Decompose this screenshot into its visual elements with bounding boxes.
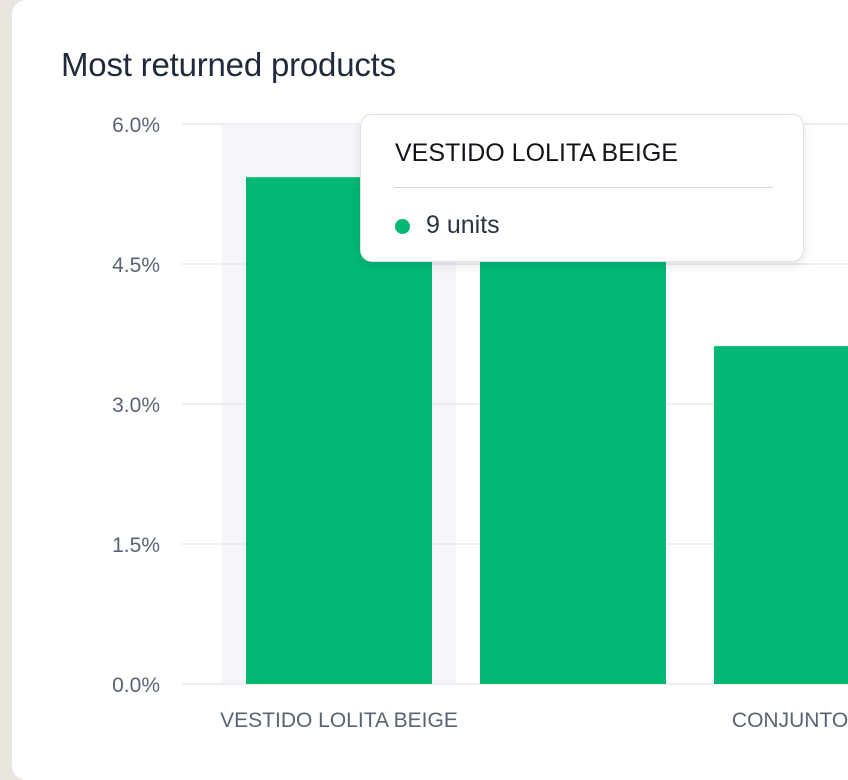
chart-tooltip: VESTIDO LOLITA BEIGE 9 units	[360, 114, 804, 262]
y-tick-label: 1.5%	[112, 534, 160, 557]
series-dot-icon	[395, 219, 410, 234]
y-tick-label: 0.0%	[112, 674, 160, 697]
x-tick-label: CONJUNTO BA	[732, 709, 848, 732]
bar	[714, 346, 848, 684]
chart-card: Most returned products 6.0% 4.5% 3.0% 1.5% 0…	[12, 0, 848, 780]
tooltip-value: 9 units	[426, 211, 500, 239]
y-tick-label: 6.0%	[112, 114, 160, 137]
x-tick-label: VESTIDO LOLITA BEIGE	[220, 709, 458, 732]
y-tick-label: 3.0%	[112, 394, 160, 417]
tooltip-divider	[394, 187, 773, 188]
chart-title: Most returned products	[61, 46, 396, 83]
tooltip-title: VESTIDO LOLITA BEIGE	[395, 139, 678, 167]
y-tick-label: 4.5%	[112, 254, 160, 277]
